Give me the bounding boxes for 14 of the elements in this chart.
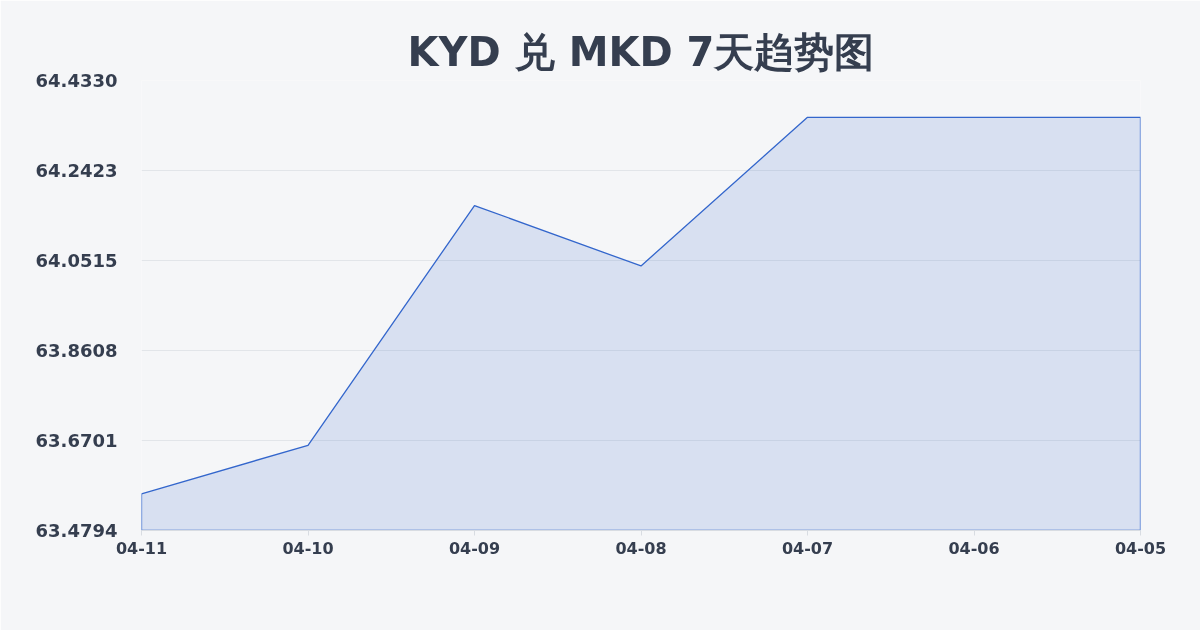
x-tick-label: 04-07 — [781, 538, 834, 558]
x-tick-label: 04-06 — [948, 538, 1000, 558]
y-tick-label: 63.6701 — [35, 430, 118, 452]
y-tick-label: 64.2423 — [35, 159, 118, 181]
x-tick-label: 04-08 — [615, 538, 667, 558]
x-tick-label: 04-11 — [115, 538, 168, 558]
chart-title: KYD 兑 MKD 7天趋势图 — [407, 28, 875, 75]
y-tick-label: 63.8608 — [35, 340, 118, 362]
y-tick-label: 64.4330 — [35, 70, 118, 91]
x-tick-label: 04-10 — [282, 538, 334, 558]
y-tick-label: 63.4794 — [35, 520, 118, 541]
x-tick-label: 04-09 — [448, 538, 501, 558]
y-tick-label: 64.0515 — [35, 250, 118, 272]
x-tick-label: 04-05 — [1114, 538, 1167, 558]
